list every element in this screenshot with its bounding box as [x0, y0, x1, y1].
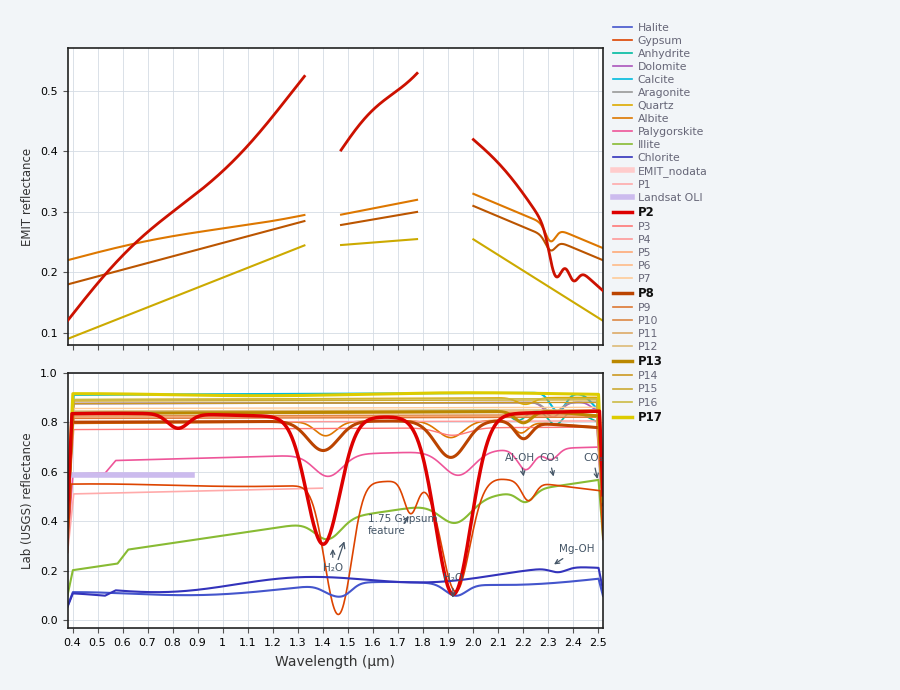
Text: Mg-OH: Mg-OH — [555, 544, 595, 564]
X-axis label: Wavelength (μm): Wavelength (μm) — [275, 655, 395, 669]
Text: H₂O: H₂O — [323, 551, 343, 573]
Text: Al-OH: Al-OH — [506, 453, 536, 475]
Text: CO₃: CO₃ — [539, 453, 559, 475]
Y-axis label: Lab (USGS) reflectance: Lab (USGS) reflectance — [22, 432, 34, 569]
Legend: Halite, Gypsum, Anhydrite, Dolomite, Calcite, Aragonite, Quartz, Albite, Palygor: Halite, Gypsum, Anhydrite, Dolomite, Cal… — [613, 23, 707, 424]
Text: H₂O: H₂O — [443, 573, 463, 596]
Text: 1.75 Gypsum
feature: 1.75 Gypsum feature — [368, 514, 437, 535]
Y-axis label: EMIT reflectance: EMIT reflectance — [22, 148, 34, 246]
Text: CO₃: CO₃ — [583, 453, 603, 477]
